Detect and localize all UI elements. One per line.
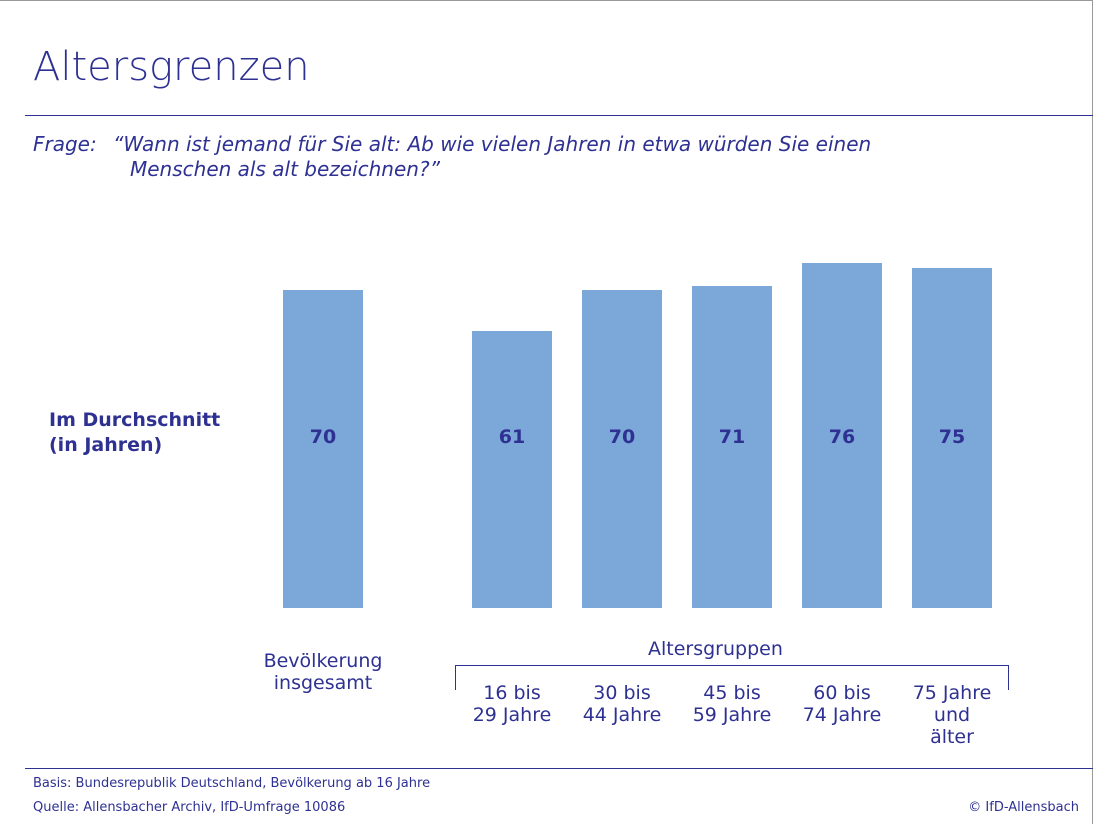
footer-basis: Basis: Bundesrepublik Deutschland, Bevöl… [33, 776, 431, 791]
y-label: Im Durchschnitt (in Jahren) [49, 409, 221, 456]
value-label: 70 [608, 426, 636, 448]
bar [472, 331, 552, 608]
value-label: 75 [938, 426, 966, 448]
value-label: 70 [309, 426, 337, 448]
x-tick-label: 45 bis 59 Jahre [692, 682, 772, 726]
value-label: 71 [718, 426, 746, 448]
copyright: © IfD-Allensbach [968, 800, 1079, 815]
x-tick-label: Bevölkerung insgesamt [263, 650, 383, 694]
question-label: Frage: [33, 132, 97, 156]
group-label: Altersgruppen [648, 638, 783, 660]
bar [283, 290, 363, 608]
x-tick-label: 75 Jahre und älter [912, 682, 992, 748]
x-tick-label: 30 bis 44 Jahre [582, 682, 662, 726]
x-tick-label: 60 bis 74 Jahre [802, 682, 882, 726]
x-tick-label: 16 bis 29 Jahre [472, 682, 552, 726]
value-label: 76 [828, 426, 856, 448]
bar [692, 285, 772, 608]
question: “Wann ist jemand für Sie alt: Ab wie vie… [113, 132, 872, 181]
value-label: 61 [498, 426, 526, 448]
footer-source: Quelle: Allensbacher Archiv, IfD-Umfrage… [33, 800, 346, 815]
bar [582, 290, 662, 608]
bar [802, 262, 882, 608]
chart-title: Altersgrenzen [33, 44, 310, 90]
bar [912, 267, 992, 608]
